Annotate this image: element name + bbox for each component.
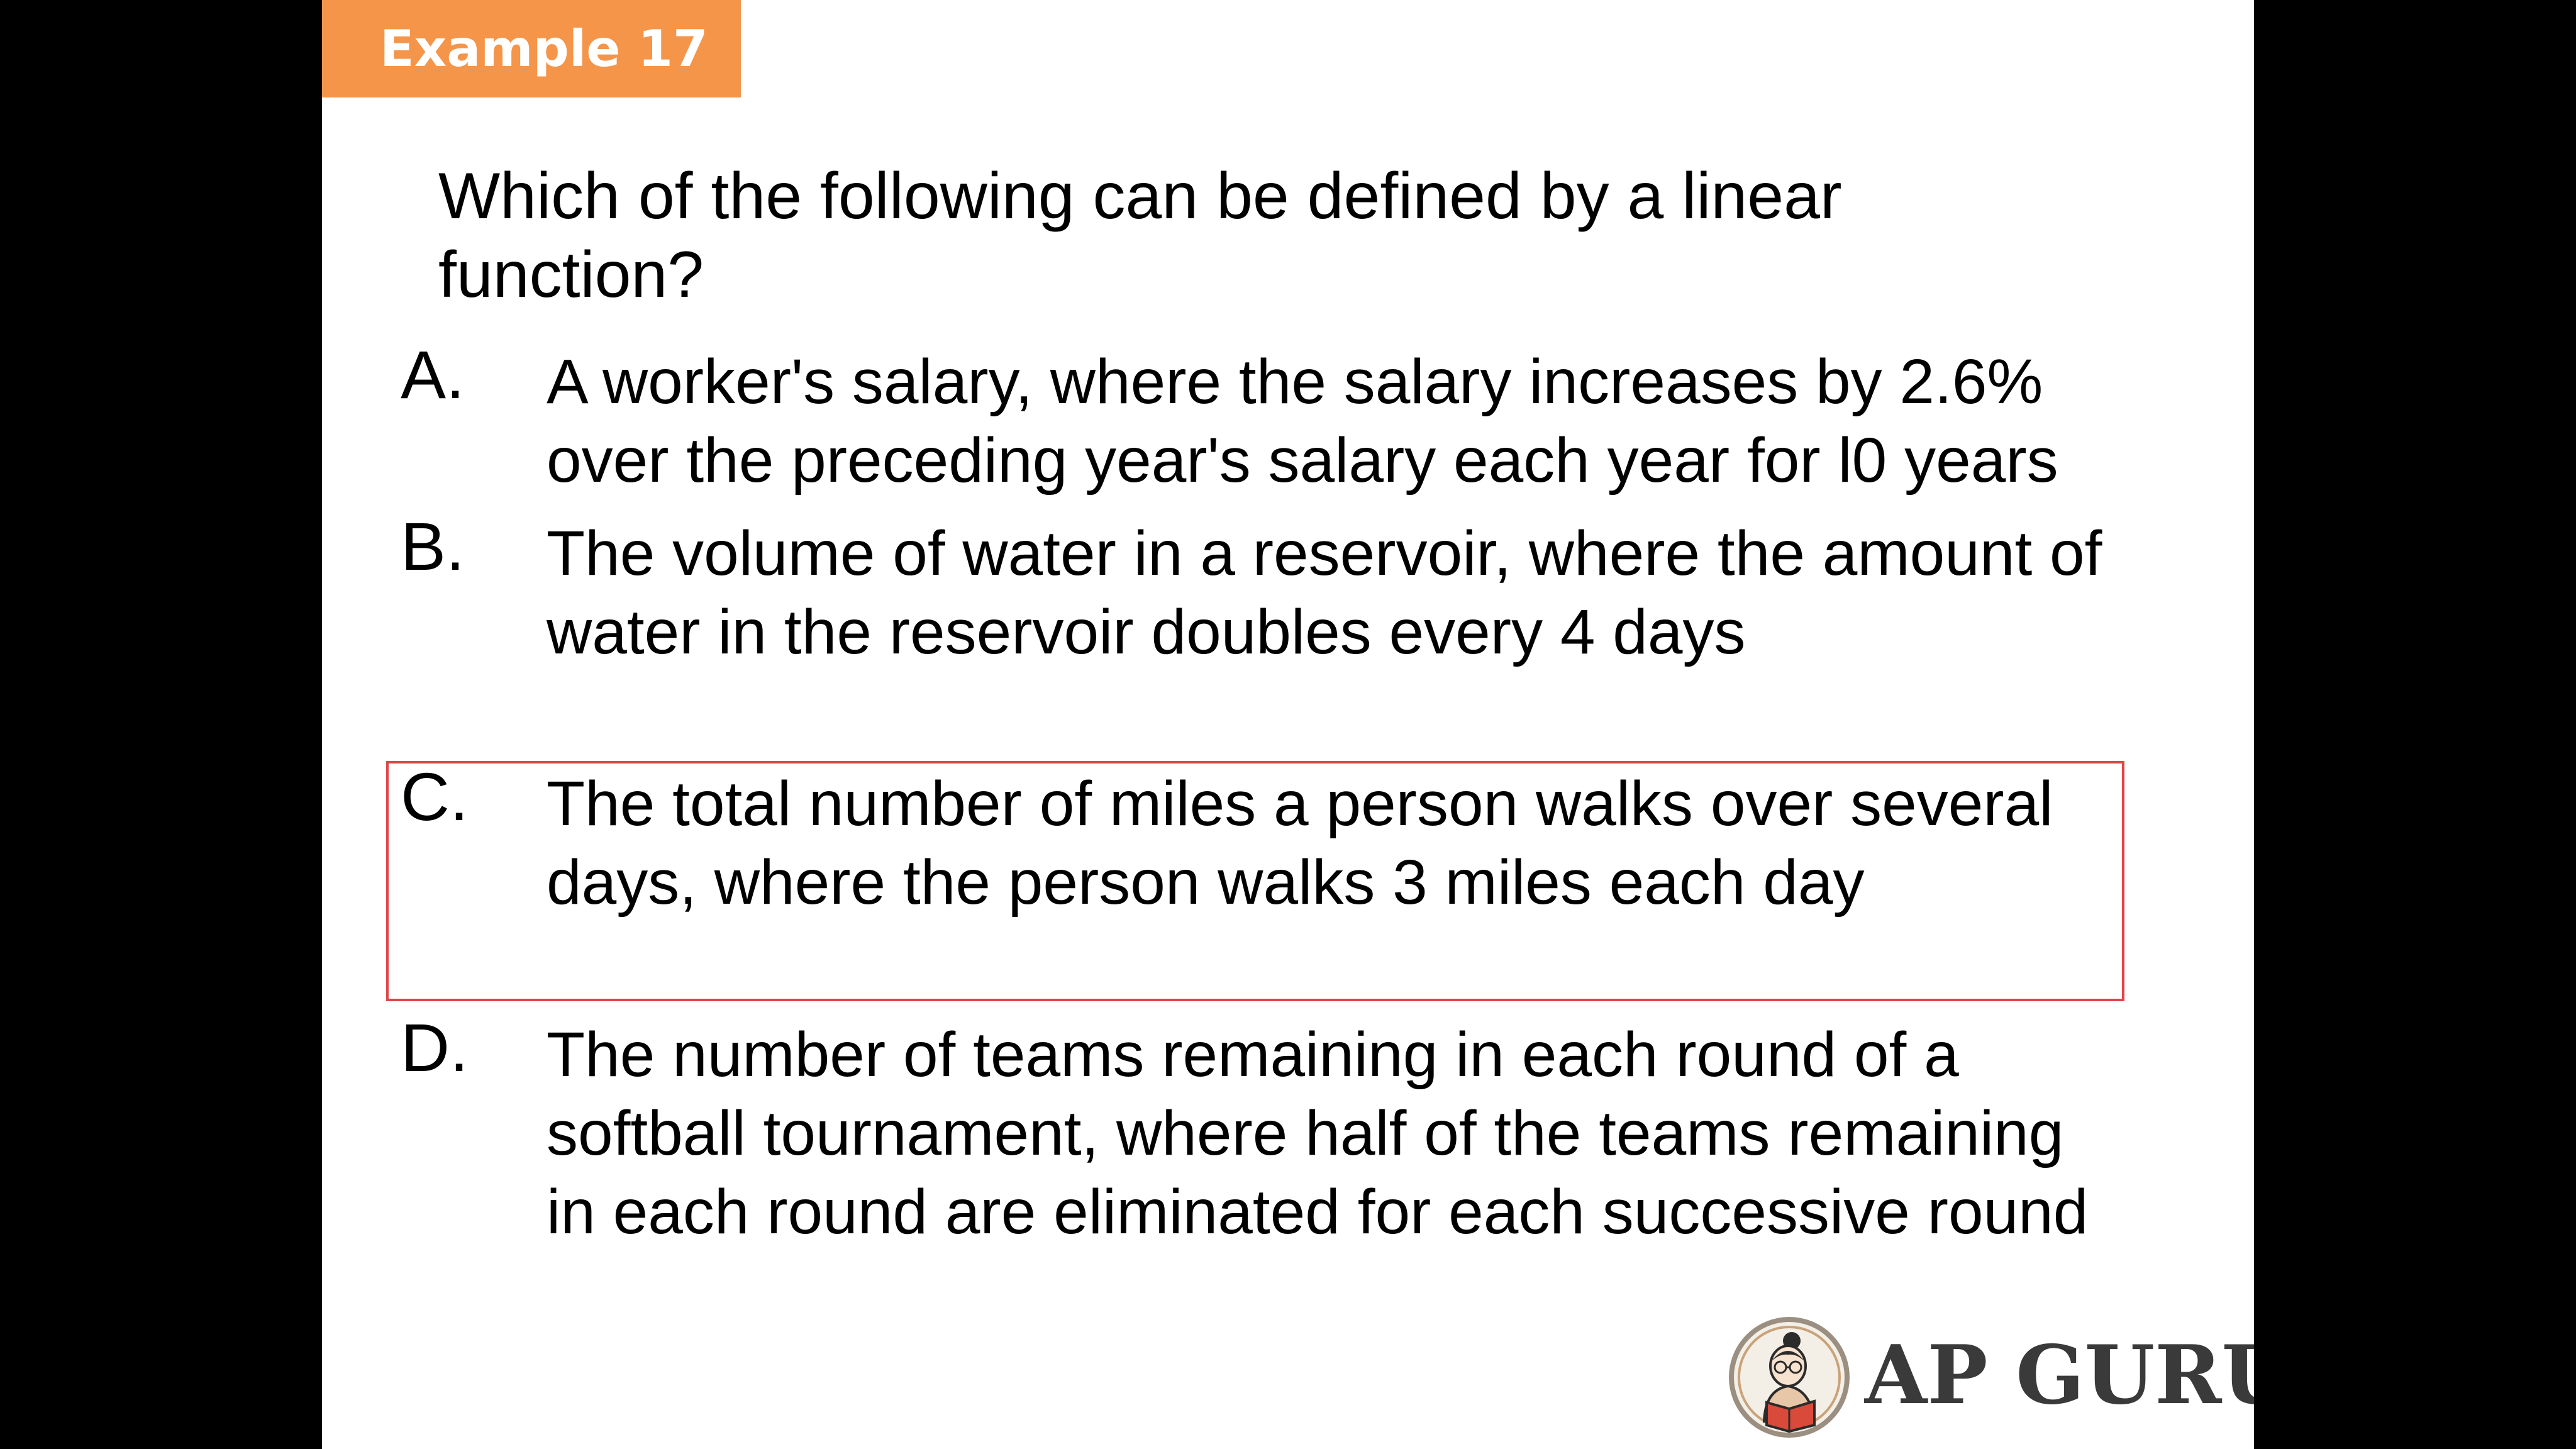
option-text: A worker's salary, where the salary incr… bbox=[547, 347, 2058, 496]
option-letter: D. bbox=[401, 1009, 469, 1085]
option-letter: A. bbox=[401, 336, 465, 413]
brand-name: AP GURU bbox=[1865, 1328, 2254, 1423]
option-letter: C. bbox=[401, 758, 469, 835]
reading-person-emblem-icon bbox=[1729, 1317, 1850, 1438]
option-text: The volume of water in a reservoir, wher… bbox=[547, 518, 2102, 667]
option-letter: B. bbox=[401, 508, 465, 584]
example-badge: Example 17 bbox=[322, 0, 741, 97]
option-text: The number of teams remaining in each ro… bbox=[547, 1019, 2089, 1247]
slide: Example 17 Which of the following can be… bbox=[322, 0, 2254, 1449]
correct-answer-highlight bbox=[386, 761, 2124, 1001]
option-text: The total number of miles a person walks… bbox=[547, 769, 2053, 918]
ap-guru-logo: AP GURU bbox=[1726, 1314, 2254, 1449]
question-text: Which of the following can be defined by… bbox=[438, 160, 1842, 311]
